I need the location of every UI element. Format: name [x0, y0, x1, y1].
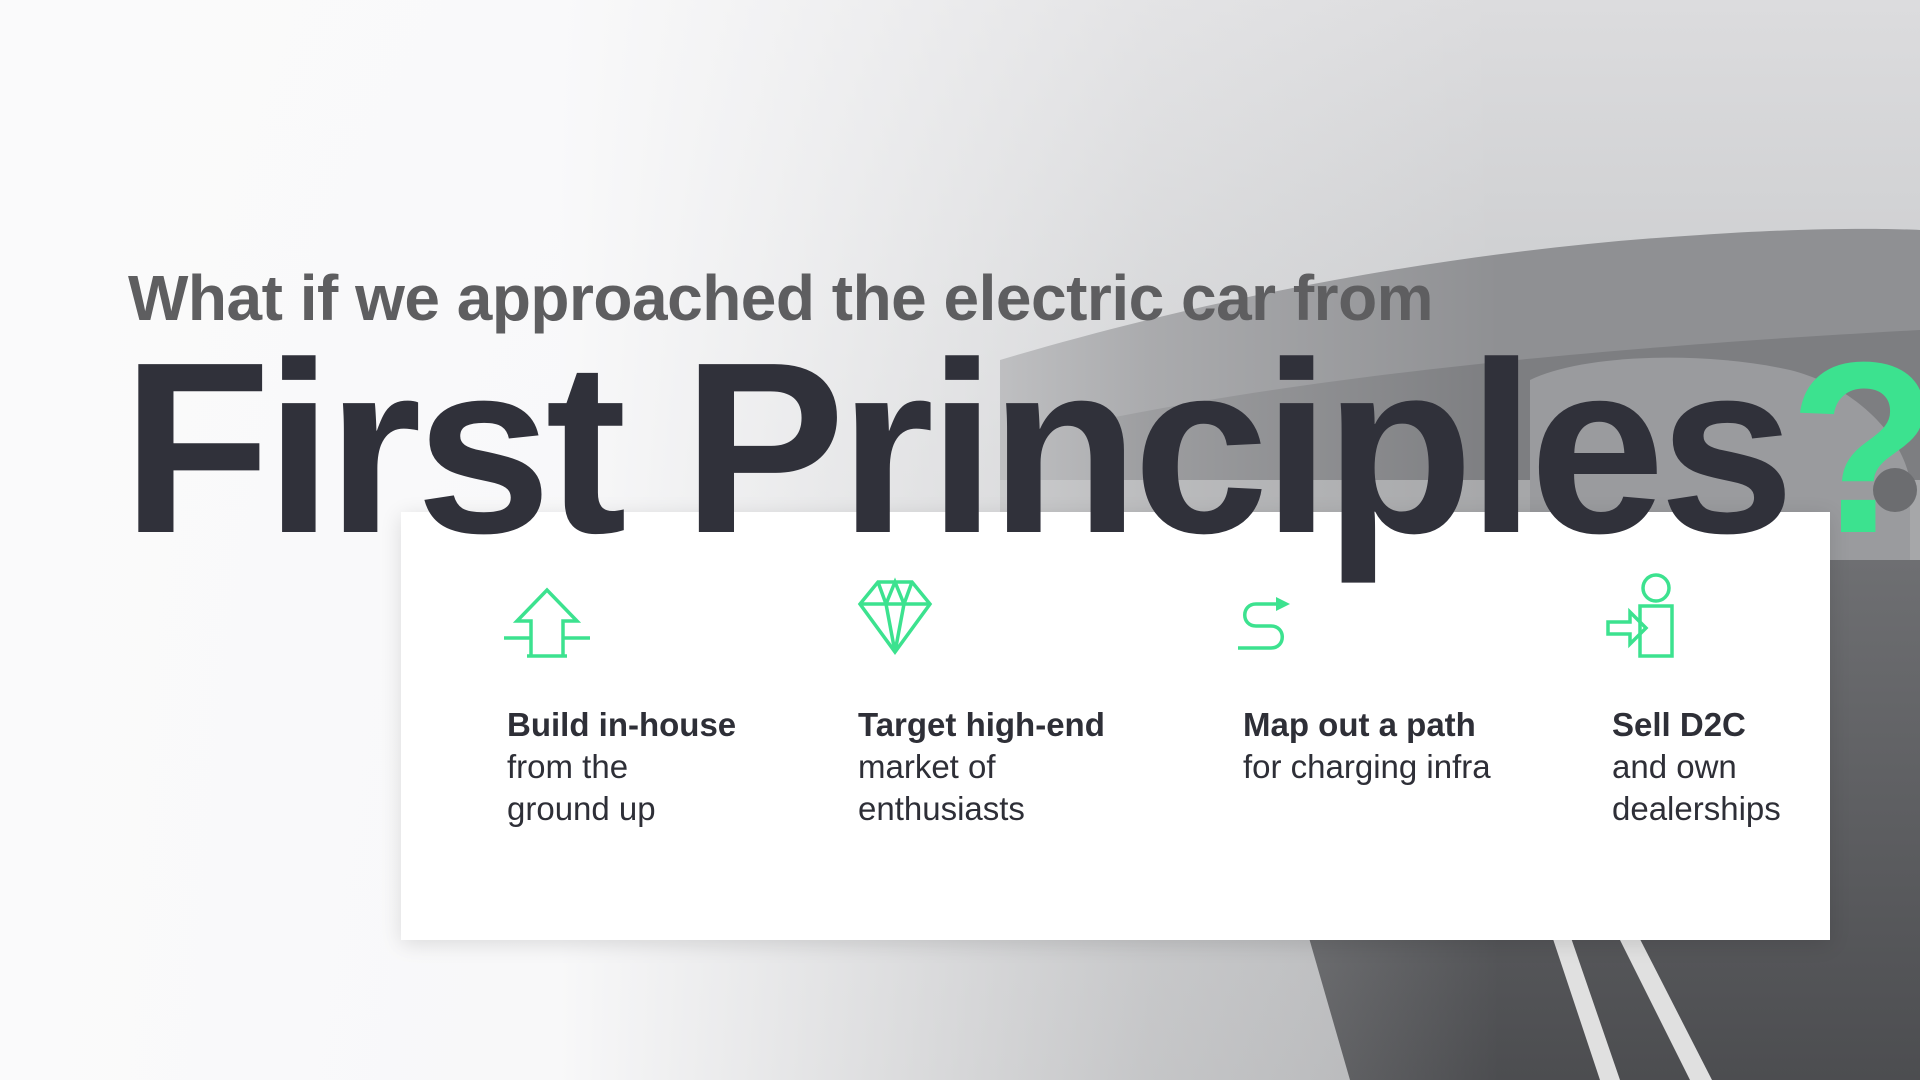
question-mark: ? [1788, 311, 1920, 584]
feature-description: for charging infra [1243, 748, 1491, 785]
feature-heading: Map out a path [1243, 706, 1476, 743]
feature-heading: Target high-end [858, 706, 1105, 743]
diamond-icon [850, 570, 940, 660]
feature-heading: Build in-house [507, 706, 737, 743]
feature-description: and own dealerships [1612, 748, 1781, 827]
feature-description: from the ground up [507, 748, 656, 827]
arrow-up-icon [502, 570, 592, 660]
title-text: First Principles [122, 311, 1795, 584]
feature-description: market of enthusiasts [858, 748, 1025, 827]
feature-build-in-house: Build in-house from the ground up [502, 570, 822, 827]
feature-heading: Sell D2C [1612, 706, 1746, 743]
enter-door-icon [1604, 570, 1694, 660]
slide-title: First Principles? [122, 318, 1920, 578]
feature-map-path: Map out a path for charging infra [1236, 570, 1556, 785]
route-icon [1236, 570, 1326, 660]
feature-target-high-end: Target high-end market of enthusiasts [850, 570, 1170, 827]
slide-kicker: What if we approached the electric car f… [128, 262, 1434, 334]
feature-sell-d2c: Sell D2C and own dealerships [1604, 570, 1920, 827]
features-card [401, 512, 1830, 940]
